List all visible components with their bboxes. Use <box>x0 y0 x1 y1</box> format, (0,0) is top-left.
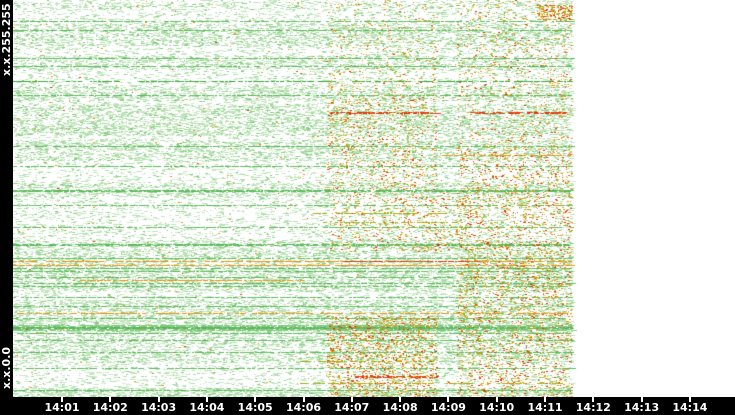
x-tick-label: 14:03 <box>141 401 177 414</box>
x-tick-label: 14:11 <box>527 401 563 414</box>
x-tick-label: 14:09 <box>430 401 466 414</box>
x-axis-tick <box>109 397 112 402</box>
x-tick-label: 14:08 <box>382 401 418 414</box>
x-axis-tick <box>399 397 402 402</box>
x-axis-tick <box>254 397 257 402</box>
x-axis-tick <box>495 397 498 402</box>
x-tick-label: 14:04 <box>189 401 225 414</box>
x-tick-label: 14:13 <box>624 401 660 414</box>
x-axis-tick <box>447 397 450 402</box>
x-axis-tick <box>592 397 595 402</box>
y-axis-max-label: x.x.255.255 <box>0 3 13 76</box>
y-axis-min-label: x.x.0.0 <box>0 346 13 389</box>
x-tick-label: 14:14 <box>672 401 708 414</box>
x-axis-tick <box>205 397 208 402</box>
x-tick-label: 14:02 <box>92 401 128 414</box>
x-axis-tick <box>157 397 160 402</box>
x-axis-tick <box>350 397 353 402</box>
x-tick-label: 14:10 <box>479 401 515 414</box>
x-axis: 14:01 14:02 14:03 14:04 14:05 14:06 14:07 14:08… <box>0 397 735 415</box>
x-axis-tick <box>640 397 643 402</box>
x-axis-tick <box>688 397 691 402</box>
x-tick-label: 14:06 <box>285 401 321 414</box>
x-tick-label: 14:01 <box>44 401 80 414</box>
x-axis-tick <box>544 397 546 402</box>
x-axis-tick <box>61 397 63 402</box>
x-tick-label: 14:07 <box>334 401 370 414</box>
scatter-plot-canvas <box>13 0 735 397</box>
x-tick-label: 14:05 <box>237 401 273 414</box>
x-axis-tick <box>302 397 305 402</box>
x-tick-label: 14:12 <box>575 401 611 414</box>
y-axis: x.x.255.255 x.x.0.0 <box>0 0 13 415</box>
